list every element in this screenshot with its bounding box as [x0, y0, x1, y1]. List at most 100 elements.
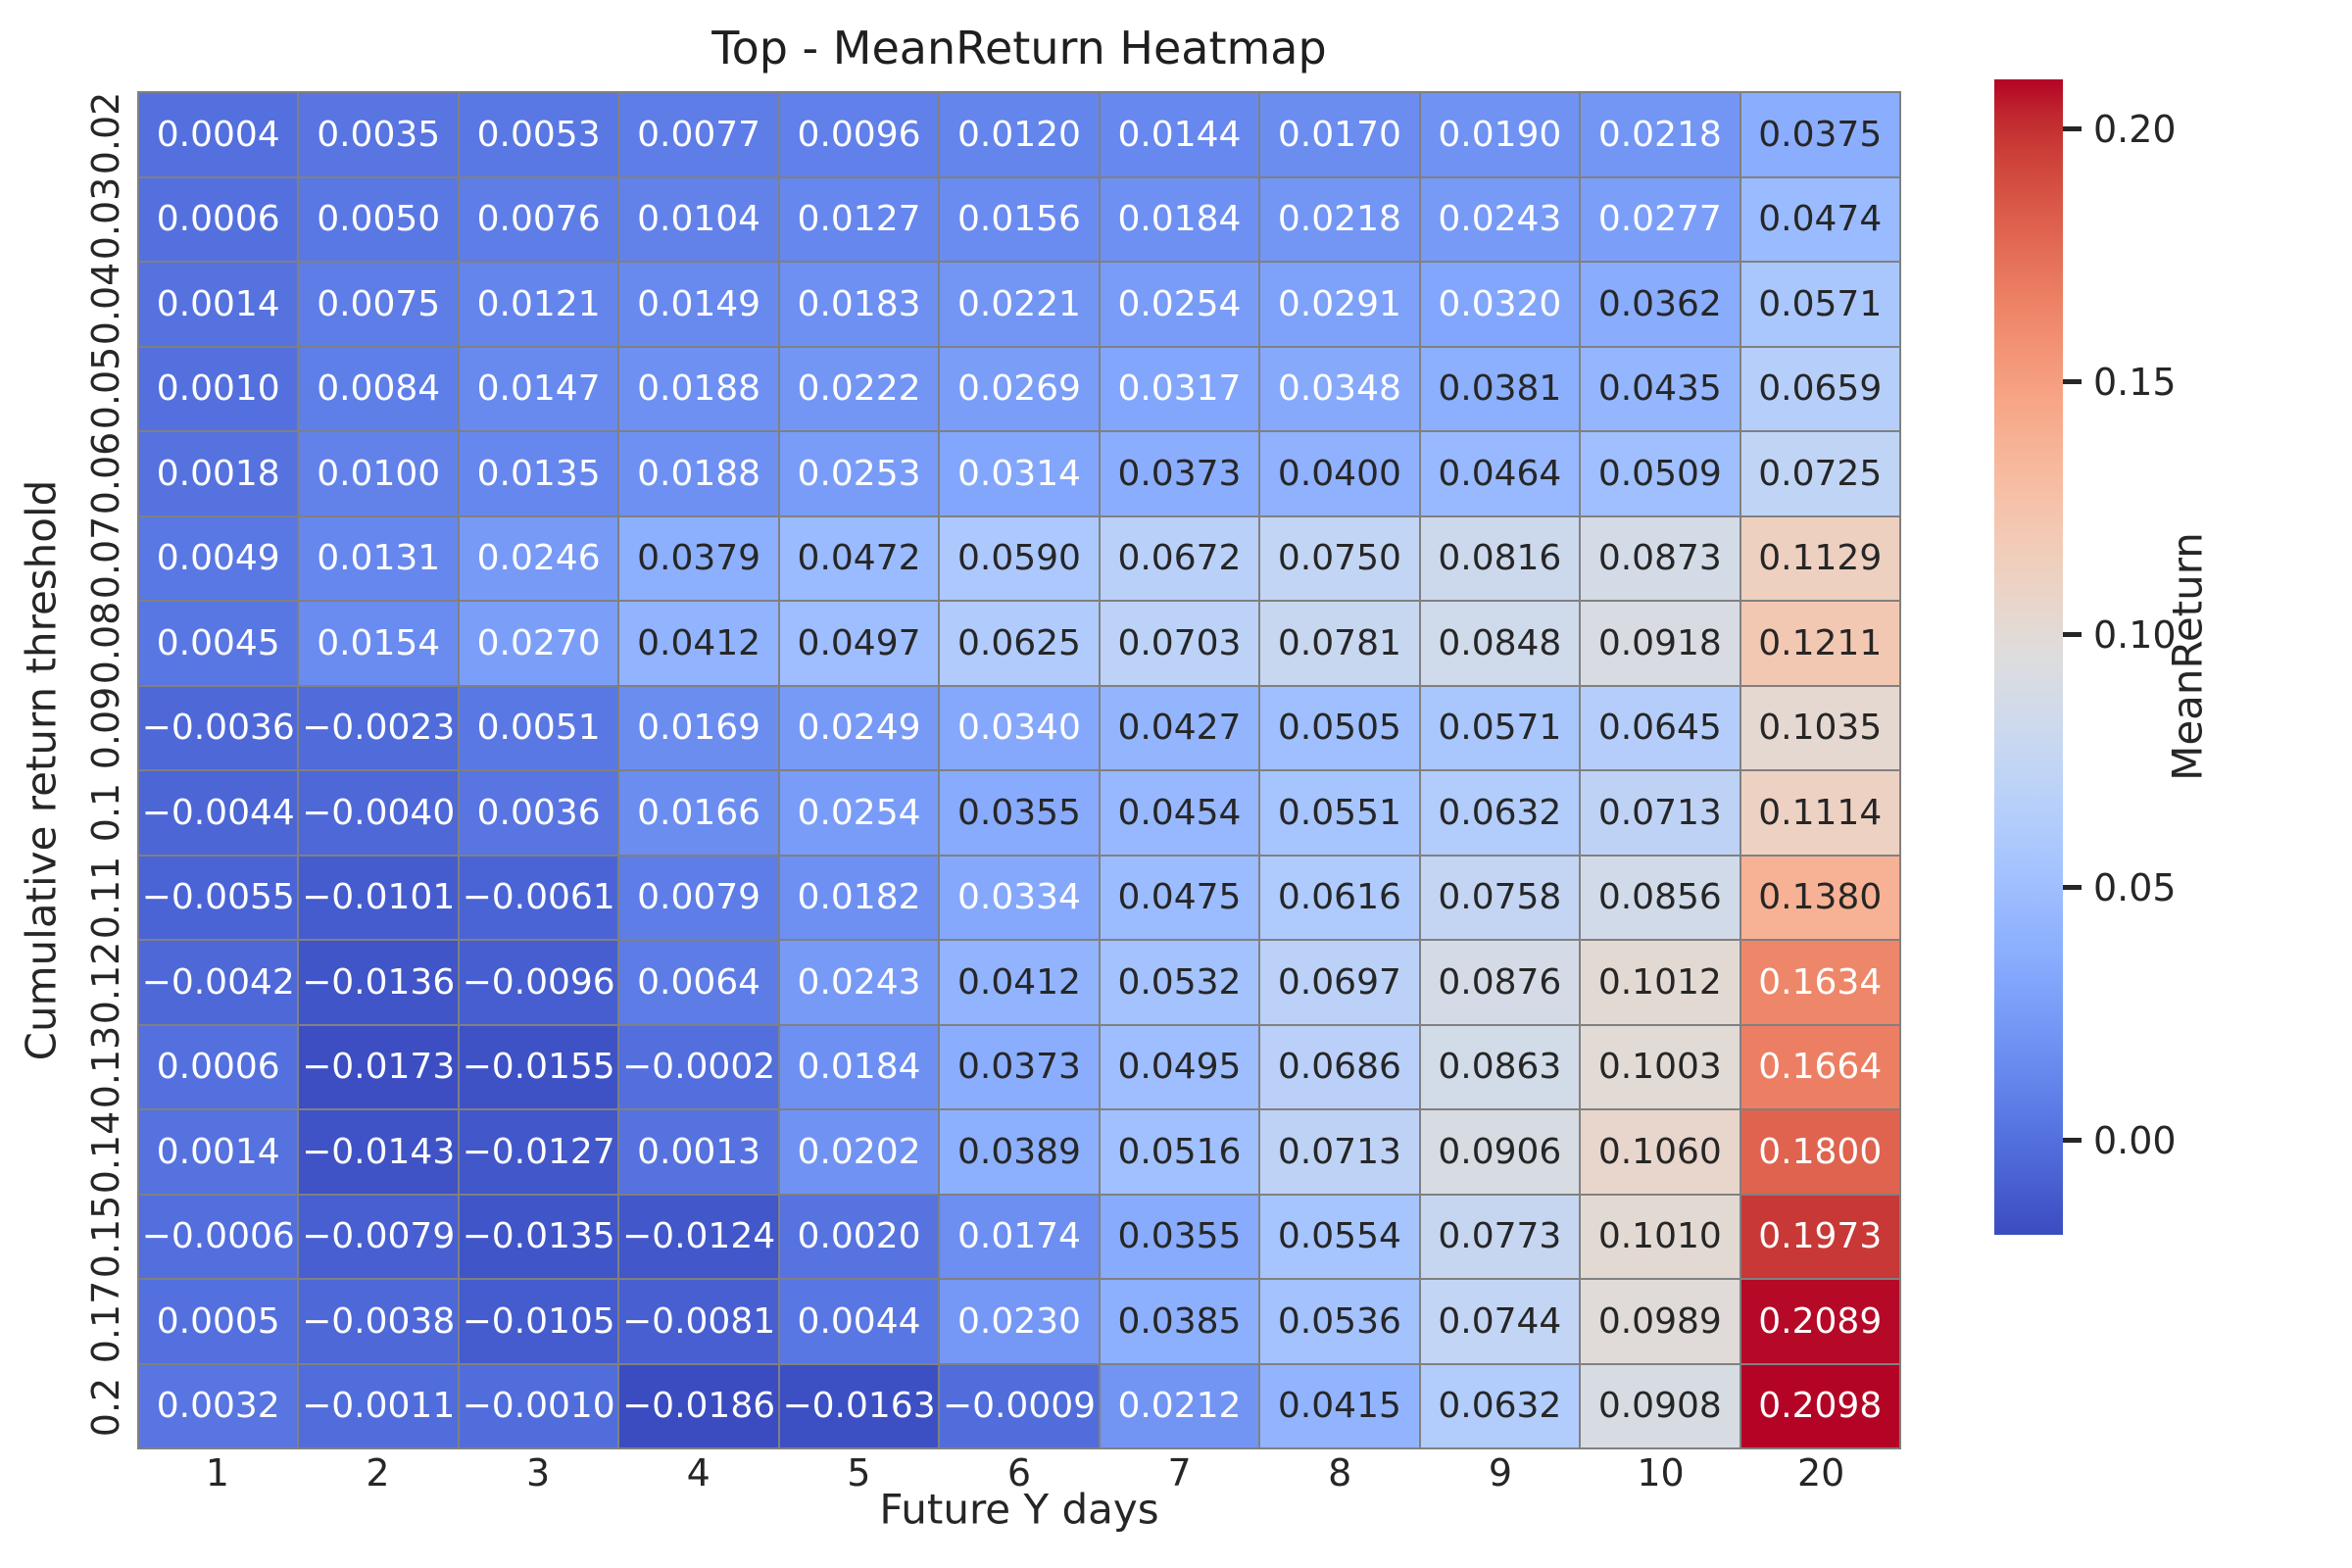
heatmap-cell: −0.0011 [299, 1364, 458, 1447]
heatmap-cell: 0.0400 [1260, 432, 1419, 515]
heatmap-cell: 0.0035 [299, 93, 458, 176]
heatmap-cell: 0.0006 [139, 177, 298, 261]
y-tick-label: 0.09 [84, 686, 127, 769]
heatmap-cell: 0.0532 [1100, 941, 1259, 1024]
x-tick-label: 3 [525, 1451, 551, 1494]
heatmap-cell: −0.0009 [940, 1364, 1099, 1447]
heatmap-cell: −0.0038 [299, 1280, 458, 1363]
heatmap-cell: 0.0120 [940, 93, 1099, 176]
heatmap-cell: 0.0051 [459, 686, 618, 769]
heatmap-cell: 0.0018 [139, 432, 298, 515]
x-tick-label: 8 [1328, 1451, 1352, 1494]
heatmap-cell: 0.0144 [1100, 93, 1259, 176]
x-tick-label: 10 [1637, 1451, 1685, 1494]
heatmap-cell: 0.0183 [779, 263, 939, 346]
heatmap-cell: 0.1035 [1740, 686, 1899, 769]
heatmap-cell: −0.0155 [459, 1025, 618, 1108]
heatmap-cell: 0.0184 [779, 1025, 939, 1108]
heatmap-cell: 0.0703 [1100, 602, 1259, 685]
y-tick-label: 0.13 [84, 1025, 127, 1109]
y-axis-label: Cumulative return threshold [17, 479, 66, 1061]
heatmap-cell: −0.0042 [139, 941, 298, 1024]
heatmap-cell: 0.0253 [779, 432, 939, 515]
heatmap-cell: 0.0554 [1260, 1195, 1419, 1278]
heatmap-cell: 0.0013 [619, 1110, 778, 1194]
heatmap-cell: 0.0375 [1740, 93, 1899, 176]
heatmap-cell: 0.0873 [1581, 516, 1740, 600]
heatmap-cell: 0.0389 [940, 1110, 1099, 1194]
heatmap-cell: 0.0049 [139, 516, 298, 600]
heatmap-cell: 0.0412 [940, 941, 1099, 1024]
heatmap-cell: −0.0061 [459, 856, 618, 939]
heatmap-cell: 0.0454 [1100, 771, 1259, 855]
heatmap-cell: 0.0590 [940, 516, 1099, 600]
heatmap-cell: 0.0079 [619, 856, 778, 939]
heatmap-cell: 0.0254 [1100, 263, 1259, 346]
y-tick-label: 0.04 [84, 262, 127, 345]
x-tick-label: 1 [205, 1451, 229, 1494]
colorbar-tick-label: 0.05 [2093, 865, 2177, 909]
heatmap-cell: 0.0697 [1260, 941, 1419, 1024]
heatmap-cell: 0.0713 [1581, 771, 1740, 855]
heatmap-cell: 0.0355 [1100, 1195, 1259, 1278]
heatmap-cell: 0.0005 [139, 1280, 298, 1363]
heatmap-cell: 0.0188 [619, 347, 778, 430]
y-tick-label: 0.15 [84, 1196, 127, 1279]
heatmap-cell: 0.0918 [1581, 602, 1740, 685]
heatmap-cell: 0.0156 [940, 177, 1099, 261]
heatmap-cell: 0.0014 [139, 263, 298, 346]
y-tick-label: 0.1 [84, 783, 127, 843]
heatmap-cell: −0.0186 [619, 1364, 778, 1447]
heatmap-cell: 0.0625 [940, 602, 1099, 685]
x-axis-label: Future Y days [879, 1485, 1159, 1534]
heatmap-cell: 0.1664 [1740, 1025, 1899, 1108]
heatmap-cell: 0.0218 [1581, 93, 1740, 176]
heatmap-cell: −0.0010 [459, 1364, 618, 1447]
y-tick-label: 0.14 [84, 1110, 127, 1195]
heatmap-cell: 0.0277 [1581, 177, 1740, 261]
heatmap-cell: 0.0184 [1100, 177, 1259, 261]
heatmap-cell: −0.0136 [299, 941, 458, 1024]
heatmap-cell: −0.0040 [299, 771, 458, 855]
heatmap-cell: 0.0355 [940, 771, 1099, 855]
heatmap-cell: 0.0291 [1260, 263, 1419, 346]
heatmap-cell: 0.0254 [779, 771, 939, 855]
heatmap-cell: 0.0246 [459, 516, 618, 600]
heatmap-cell: −0.0023 [299, 686, 458, 769]
colorbar-tick-label: 0.15 [2093, 360, 2177, 404]
heatmap-cell: 0.0127 [779, 177, 939, 261]
heatmap-cell: 0.0427 [1100, 686, 1259, 769]
heatmap-cell: 0.1129 [1740, 516, 1899, 600]
heatmap-cell: 0.0362 [1581, 263, 1740, 346]
heatmap-cell: 0.0212 [1100, 1364, 1259, 1447]
heatmap-cell: 0.0020 [779, 1195, 939, 1278]
heatmap-cell: 0.0725 [1740, 432, 1899, 515]
heatmap-cell: −0.0079 [299, 1195, 458, 1278]
heatmap-cell: 0.0781 [1260, 602, 1419, 685]
colorbar-tick [2063, 632, 2082, 638]
colorbar-label: MeanReturn [2163, 532, 2212, 781]
heatmap-cell: 0.0169 [619, 686, 778, 769]
heatmap-cell: 0.0536 [1260, 1280, 1419, 1363]
heatmap-cell: 0.0270 [459, 602, 618, 685]
heatmap-cell: 0.0412 [619, 602, 778, 685]
heatmap-cell: 0.0385 [1100, 1280, 1259, 1363]
heatmap-cell: 0.1010 [1581, 1195, 1740, 1278]
heatmap-cell: 0.0044 [779, 1280, 939, 1363]
heatmap-cell: 0.0497 [779, 602, 939, 685]
heatmap-cell: 0.1800 [1740, 1110, 1899, 1194]
x-tick-label: 4 [686, 1451, 710, 1494]
y-tick-label: 0.06 [84, 431, 127, 515]
x-tick-label: 20 [1796, 1451, 1845, 1494]
heatmap-cell: −0.0143 [299, 1110, 458, 1194]
heatmap-cell: 0.0188 [619, 432, 778, 515]
heatmap-cell: 0.0989 [1581, 1280, 1740, 1363]
colorbar-tick-label: 0.20 [2093, 107, 2177, 151]
x-tick-label: 7 [1167, 1451, 1192, 1494]
heatmap-cell: 0.0050 [299, 177, 458, 261]
heatmap-cell: 0.0230 [940, 1280, 1099, 1363]
heatmap-cell: 0.0713 [1260, 1110, 1419, 1194]
heatmap-cell: 0.1211 [1740, 602, 1899, 685]
heatmap-cell: 0.0415 [1260, 1364, 1419, 1447]
